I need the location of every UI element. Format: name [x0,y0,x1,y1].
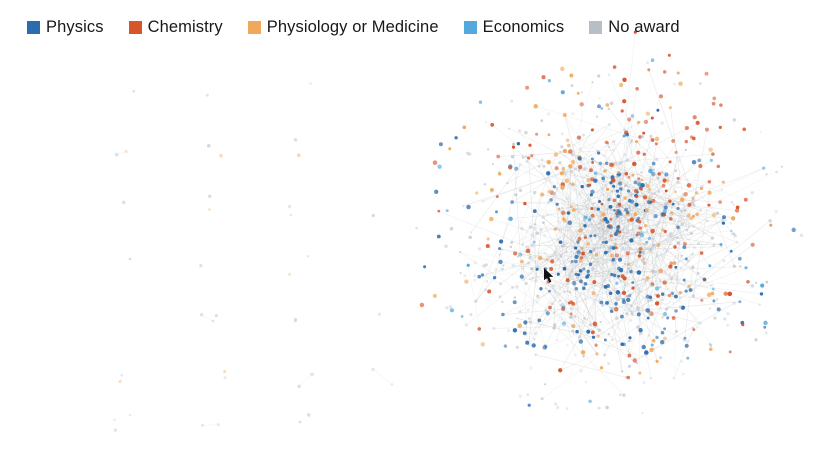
legend-label-chemistry: Chemistry [147,18,223,36]
medicine-swatch-icon [247,20,261,34]
legend-item-physics[interactable]: Physics [27,19,104,36]
legend-label-medicine: Physiology or Medicine [266,18,439,36]
legend-label-no-award: No award [608,18,680,36]
physics-swatch-icon [27,20,40,34]
legend-label-physics: Physics [46,18,104,36]
legend-item-medicine[interactable]: Physiology or Medicine [247,18,439,36]
chemistry-swatch-icon [128,20,142,34]
no-award-swatch-icon [589,20,603,34]
legend-item-economics[interactable]: Economics [463,18,565,36]
legend-label-economics: Economics [482,18,565,36]
economics-swatch-icon [463,20,477,34]
legend: Physics Chemistry Physiology or Medicine… [27,19,680,36]
legend-item-no-award[interactable]: No award [589,18,680,36]
legend-item-chemistry[interactable]: Chemistry [128,18,223,36]
